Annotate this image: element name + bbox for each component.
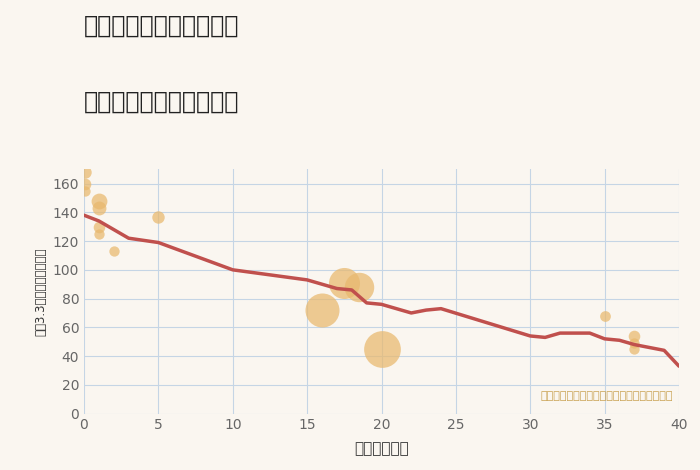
Point <box>153 213 164 220</box>
Point <box>93 223 104 230</box>
X-axis label: 築年数（年）: 築年数（年） <box>354 441 409 456</box>
Point <box>93 197 104 204</box>
Point <box>93 230 104 238</box>
Point <box>354 283 365 291</box>
Text: 築年数別中古戸建て価格: 築年数別中古戸建て価格 <box>84 89 239 113</box>
Point <box>80 180 91 188</box>
Point <box>108 247 119 255</box>
Point <box>80 168 91 176</box>
Point <box>93 204 104 212</box>
Y-axis label: 坪（3.3㎡）単価（万円）: 坪（3.3㎡）単価（万円） <box>34 247 47 336</box>
Point <box>629 345 640 352</box>
Text: 兵庫県西宮市上田東町の: 兵庫県西宮市上田東町の <box>84 14 239 38</box>
Point <box>339 279 350 287</box>
Text: 円の大きさは、取引のあった物件面積を示す: 円の大きさは、取引のあった物件面積を示す <box>540 392 673 401</box>
Point <box>80 187 91 195</box>
Point <box>316 306 328 314</box>
Point <box>629 339 640 347</box>
Point <box>599 312 610 320</box>
Point <box>376 345 387 352</box>
Point <box>629 332 640 340</box>
